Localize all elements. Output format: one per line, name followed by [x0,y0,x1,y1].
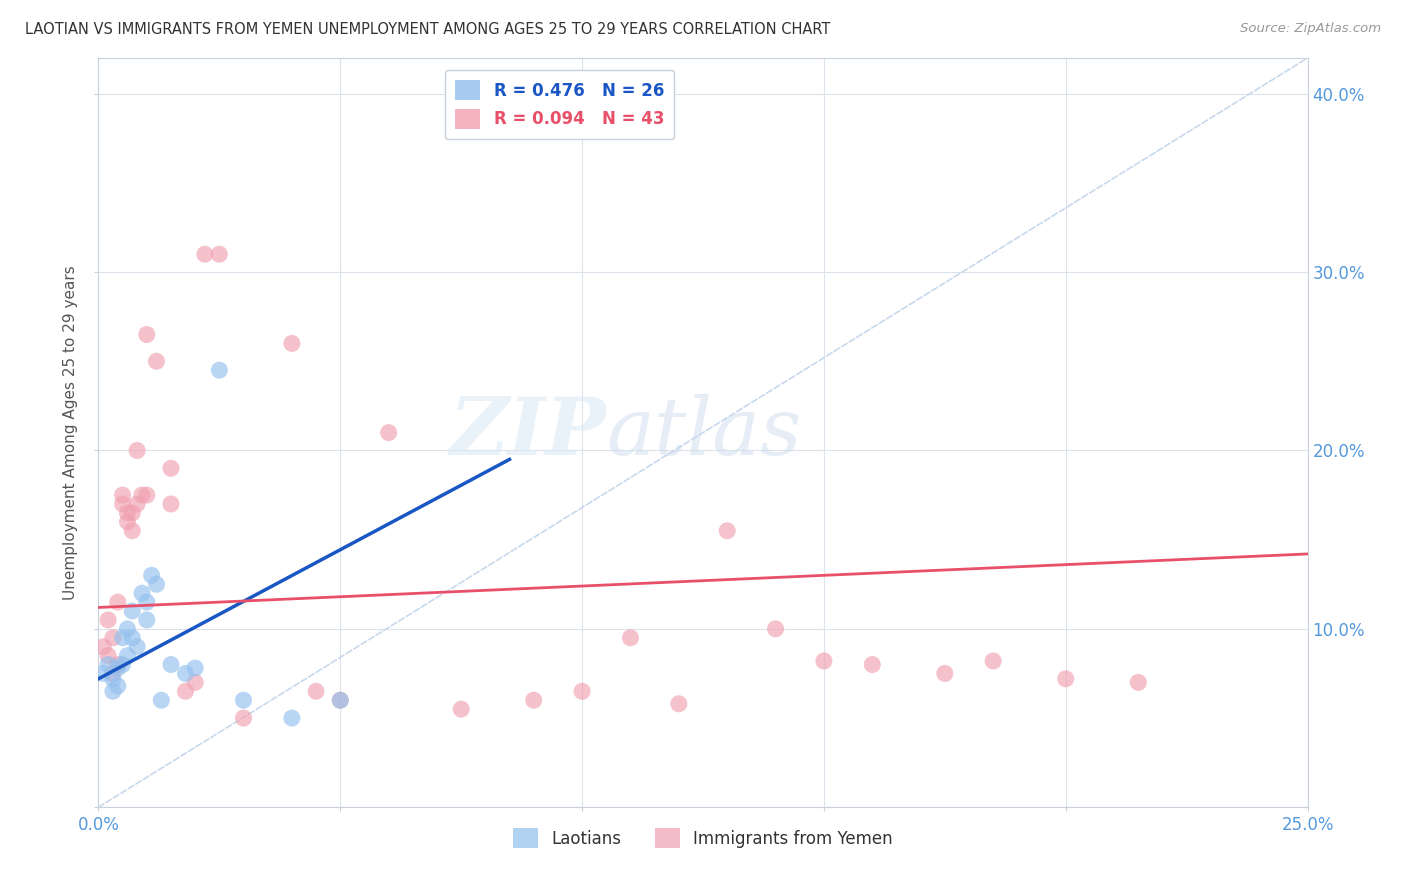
Point [208,363,231,377]
Point [668,697,690,711]
Point [160,497,183,511]
Text: ZIP: ZIP [450,394,606,471]
Point [1054,672,1077,686]
Point [135,595,157,609]
Point [97,648,120,663]
Point [121,604,143,618]
Point [141,568,163,582]
Point [145,577,167,591]
Point [619,631,641,645]
Point [121,506,143,520]
Point [716,524,738,538]
Point [765,622,787,636]
Point [232,693,254,707]
Point [131,488,153,502]
Point [91,666,114,681]
Point [111,631,134,645]
Point [1128,675,1150,690]
Point [305,684,328,698]
Legend: Laotians, Immigrants from Yemen: Laotians, Immigrants from Yemen [506,822,900,855]
Point [329,693,352,707]
Point [107,595,129,609]
Point [194,247,217,261]
Point [107,679,129,693]
Point [860,657,883,672]
Point [174,666,197,681]
Point [101,631,124,645]
Point [523,693,546,707]
Point [127,443,149,458]
Point [101,666,124,681]
Point [111,497,134,511]
Point [981,654,1004,668]
Point [150,693,173,707]
Point [135,488,157,502]
Point [117,515,139,529]
Point [571,684,593,698]
Point [127,497,149,511]
Point [160,461,183,475]
Point [101,684,124,698]
Point [121,631,143,645]
Text: Source: ZipAtlas.com: Source: ZipAtlas.com [1240,22,1381,36]
Point [111,488,134,502]
Point [107,661,129,675]
Point [135,327,157,342]
Point [111,657,134,672]
Point [329,693,352,707]
Point [117,622,139,636]
Point [934,666,956,681]
Point [377,425,399,440]
Point [131,586,153,600]
Y-axis label: Unemployment Among Ages 25 to 29 years: Unemployment Among Ages 25 to 29 years [63,265,79,600]
Point [117,506,139,520]
Point [174,684,197,698]
Point [107,657,129,672]
Point [450,702,472,716]
Point [813,654,835,668]
Text: LAOTIAN VS IMMIGRANTS FROM YEMEN UNEMPLOYMENT AMONG AGES 25 TO 29 YEARS CORRELAT: LAOTIAN VS IMMIGRANTS FROM YEMEN UNEMPLO… [25,22,831,37]
Point [208,247,231,261]
Point [281,711,304,725]
Text: atlas: atlas [606,394,801,471]
Point [91,640,114,654]
Point [121,524,143,538]
Point [184,675,207,690]
Point [97,613,120,627]
Point [97,657,120,672]
Point [160,657,183,672]
Point [281,336,304,351]
Point [145,354,167,368]
Point [127,640,149,654]
Point [101,672,124,686]
Point [184,661,207,675]
Point [117,648,139,663]
Point [135,613,157,627]
Point [232,711,254,725]
